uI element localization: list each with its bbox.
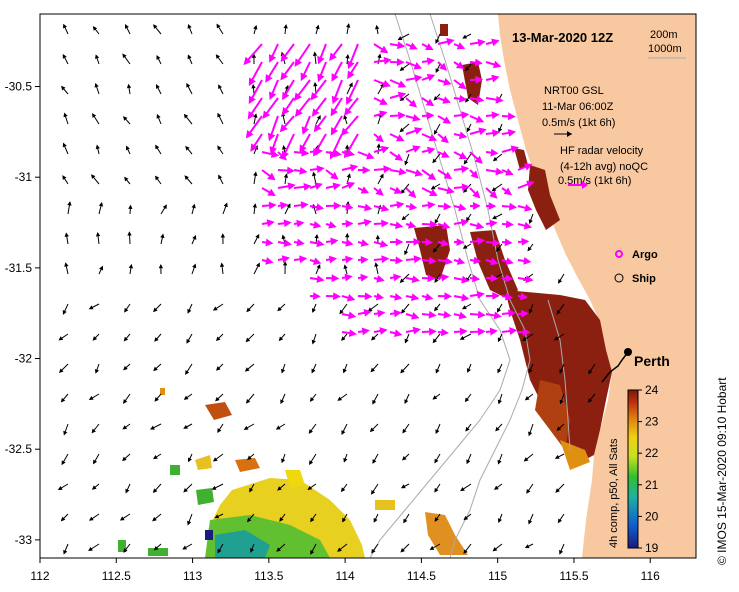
colorbar-tick-label: 19 [645,541,659,555]
contour-label-1000m: 1000m [648,43,682,55]
y-tick-label: -30.5 [5,80,33,94]
x-tick-label: 113 [183,569,202,583]
y-tick-label: -31.5 [5,261,33,275]
colorbar-tick-label: 20 [645,509,659,523]
x-axis-ticks: 112 112.5 113 113.5 114 114.5 115 115.5 116 [30,558,660,583]
radar-legend-line2: (4-12h avg) noQC [560,161,648,173]
model-legend-line2: 11-Mar 06:00Z [542,101,614,113]
sst-patches [118,24,612,558]
y-tick-label: -31 [15,170,33,184]
ship-label: Ship [632,273,656,285]
colorbar-tick-label: 22 [645,446,659,460]
map-title: 13-Mar-2020 12Z [512,30,613,45]
model-legend-arrow [554,131,572,137]
y-tick-label: -32 [15,352,33,366]
colorbar-tick-label: 24 [645,383,659,397]
swan-river [601,351,629,383]
x-tick-label: 116 [641,569,660,583]
colorbar-label: 4h comp, p50, All Sats [608,438,620,548]
colorbar-ticks: 24 23 22 21 20 19 [638,383,659,555]
x-tick-label: 114.5 [407,569,436,583]
x-tick-label: 112 [30,569,49,583]
colorbar-tick-label: 21 [645,478,659,492]
contour-label-200m: 200m [650,29,678,41]
x-tick-label: 114 [336,569,355,583]
city-label-perth: Perth [634,353,670,369]
radar-legend-arrow [568,181,588,189]
radar-legend-line1: HF radar velocity [560,145,644,157]
model-legend-line1: NRT00 GSL [544,85,604,97]
x-tick-label: 113.5 [254,569,283,583]
sst-colorbar [627,389,639,549]
y-tick-label: -32.5 [5,442,33,456]
argo-label: Argo [632,249,658,261]
credit-text: © IMOS 15-Mar-2020 09:10 Hobart [715,377,729,565]
x-tick-label: 115 [488,569,507,583]
perth-marker-icon [624,348,632,356]
x-tick-label: 115.5 [559,569,588,583]
ship-marker-icon [614,273,624,283]
model-current-arrows [57,23,596,555]
argo-marker-icon [615,250,623,258]
colorbar-tick-label: 23 [645,415,659,429]
hf-radar-arrows [243,37,535,337]
y-axis-ticks: -30.5 -31 -31.5 -32 -32.5 -33 [5,80,40,547]
x-tick-label: 112.5 [102,569,131,583]
model-legend-scale: 0.5m/s (1kt 6h) [542,117,615,129]
land-australia [498,14,696,558]
plot-frame [39,13,697,559]
y-tick-label: -33 [15,533,33,547]
